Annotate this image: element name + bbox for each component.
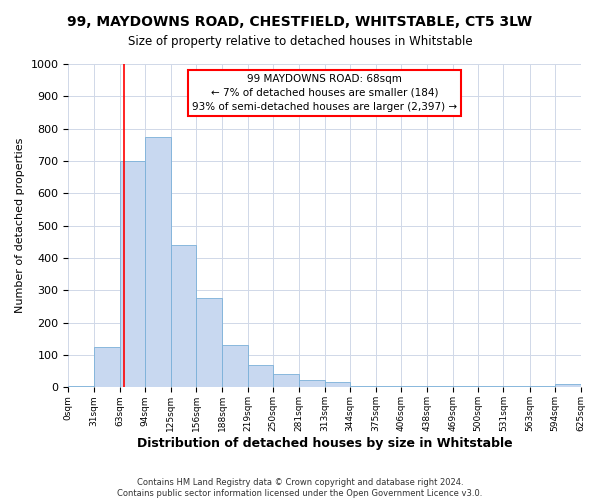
- Bar: [503, 386, 530, 388]
- Bar: [427, 386, 452, 388]
- Bar: [452, 386, 478, 388]
- Bar: [145, 137, 171, 388]
- Bar: [68, 386, 94, 388]
- Bar: [94, 347, 120, 388]
- Bar: [350, 386, 376, 388]
- Bar: [530, 386, 555, 388]
- Bar: [223, 346, 248, 388]
- Bar: [299, 380, 325, 388]
- Bar: [196, 298, 223, 388]
- Bar: [325, 382, 350, 388]
- Bar: [171, 245, 196, 388]
- Bar: [401, 386, 427, 388]
- Bar: [478, 386, 503, 388]
- Bar: [273, 374, 299, 388]
- Bar: [120, 161, 145, 388]
- Bar: [248, 366, 273, 388]
- Bar: [376, 386, 401, 388]
- Bar: [555, 384, 581, 388]
- Text: Size of property relative to detached houses in Whitstable: Size of property relative to detached ho…: [128, 35, 472, 48]
- Y-axis label: Number of detached properties: Number of detached properties: [15, 138, 25, 314]
- Text: 99 MAYDOWNS ROAD: 68sqm
← 7% of detached houses are smaller (184)
93% of semi-de: 99 MAYDOWNS ROAD: 68sqm ← 7% of detached…: [192, 74, 457, 112]
- X-axis label: Distribution of detached houses by size in Whitstable: Distribution of detached houses by size …: [137, 437, 512, 450]
- Text: 99, MAYDOWNS ROAD, CHESTFIELD, WHITSTABLE, CT5 3LW: 99, MAYDOWNS ROAD, CHESTFIELD, WHITSTABL…: [67, 15, 533, 29]
- Text: Contains HM Land Registry data © Crown copyright and database right 2024.
Contai: Contains HM Land Registry data © Crown c…: [118, 478, 482, 498]
